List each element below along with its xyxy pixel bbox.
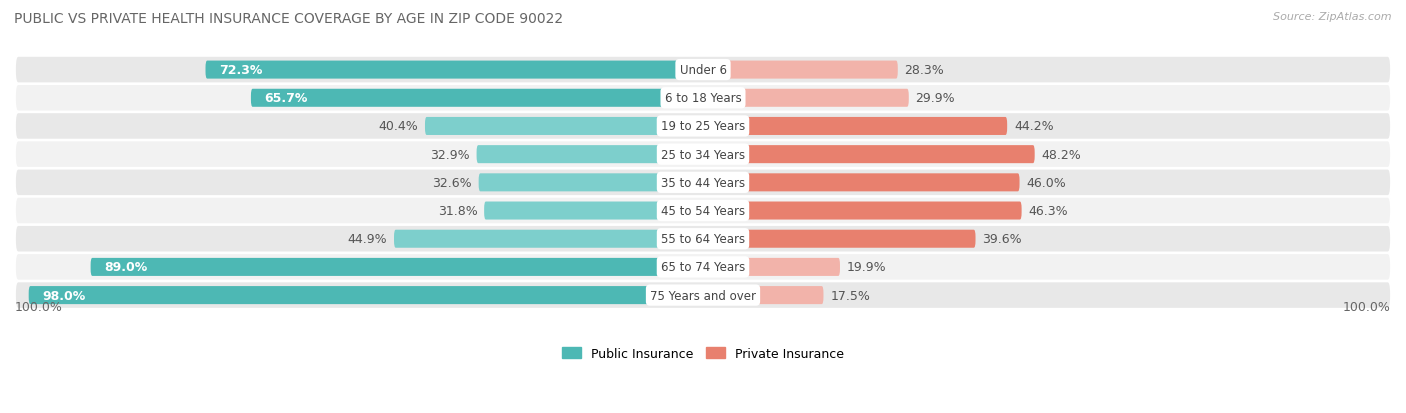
FancyBboxPatch shape [28, 286, 703, 304]
Text: 40.4%: 40.4% [378, 120, 418, 133]
Text: 65.7%: 65.7% [264, 92, 308, 105]
Text: 35 to 44 Years: 35 to 44 Years [661, 176, 745, 190]
FancyBboxPatch shape [425, 118, 703, 135]
Text: 72.3%: 72.3% [219, 64, 263, 77]
Text: 100.0%: 100.0% [1343, 300, 1391, 313]
FancyBboxPatch shape [703, 146, 1035, 164]
FancyBboxPatch shape [15, 282, 1391, 309]
Text: 44.2%: 44.2% [1014, 120, 1053, 133]
Text: 32.6%: 32.6% [432, 176, 472, 190]
Text: 100.0%: 100.0% [15, 300, 63, 313]
FancyBboxPatch shape [15, 225, 1391, 253]
Text: 98.0%: 98.0% [42, 289, 86, 302]
Text: 89.0%: 89.0% [104, 261, 148, 274]
FancyBboxPatch shape [90, 258, 703, 276]
FancyBboxPatch shape [15, 169, 1391, 197]
Text: 32.9%: 32.9% [430, 148, 470, 161]
FancyBboxPatch shape [477, 146, 703, 164]
Text: 75 Years and over: 75 Years and over [650, 289, 756, 302]
Text: 46.0%: 46.0% [1026, 176, 1066, 190]
Text: 17.5%: 17.5% [831, 289, 870, 302]
FancyBboxPatch shape [205, 62, 703, 79]
FancyBboxPatch shape [703, 118, 1007, 135]
Text: 45 to 54 Years: 45 to 54 Years [661, 204, 745, 218]
Text: Under 6: Under 6 [679, 64, 727, 77]
FancyBboxPatch shape [250, 90, 703, 107]
Text: 55 to 64 Years: 55 to 64 Years [661, 233, 745, 246]
Text: 28.3%: 28.3% [904, 64, 945, 77]
FancyBboxPatch shape [703, 202, 1022, 220]
Text: 31.8%: 31.8% [437, 204, 477, 218]
Text: Source: ZipAtlas.com: Source: ZipAtlas.com [1274, 12, 1392, 22]
Text: 25 to 34 Years: 25 to 34 Years [661, 148, 745, 161]
FancyBboxPatch shape [15, 254, 1391, 281]
Text: 19 to 25 Years: 19 to 25 Years [661, 120, 745, 133]
FancyBboxPatch shape [703, 230, 976, 248]
FancyBboxPatch shape [15, 197, 1391, 225]
FancyBboxPatch shape [394, 230, 703, 248]
Legend: Public Insurance, Private Insurance: Public Insurance, Private Insurance [557, 342, 849, 365]
Text: 29.9%: 29.9% [915, 92, 955, 105]
Text: 44.9%: 44.9% [347, 233, 387, 246]
FancyBboxPatch shape [703, 62, 898, 79]
Text: 6 to 18 Years: 6 to 18 Years [665, 92, 741, 105]
FancyBboxPatch shape [15, 57, 1391, 84]
Text: 65 to 74 Years: 65 to 74 Years [661, 261, 745, 274]
FancyBboxPatch shape [703, 174, 1019, 192]
Text: 39.6%: 39.6% [983, 233, 1022, 246]
FancyBboxPatch shape [484, 202, 703, 220]
FancyBboxPatch shape [15, 113, 1391, 140]
FancyBboxPatch shape [15, 141, 1391, 169]
FancyBboxPatch shape [703, 258, 839, 276]
Text: PUBLIC VS PRIVATE HEALTH INSURANCE COVERAGE BY AGE IN ZIP CODE 90022: PUBLIC VS PRIVATE HEALTH INSURANCE COVER… [14, 12, 564, 26]
Text: 48.2%: 48.2% [1042, 148, 1081, 161]
FancyBboxPatch shape [15, 85, 1391, 112]
Text: 46.3%: 46.3% [1028, 204, 1069, 218]
FancyBboxPatch shape [703, 286, 824, 304]
FancyBboxPatch shape [478, 174, 703, 192]
Text: 19.9%: 19.9% [846, 261, 886, 274]
FancyBboxPatch shape [703, 90, 908, 107]
